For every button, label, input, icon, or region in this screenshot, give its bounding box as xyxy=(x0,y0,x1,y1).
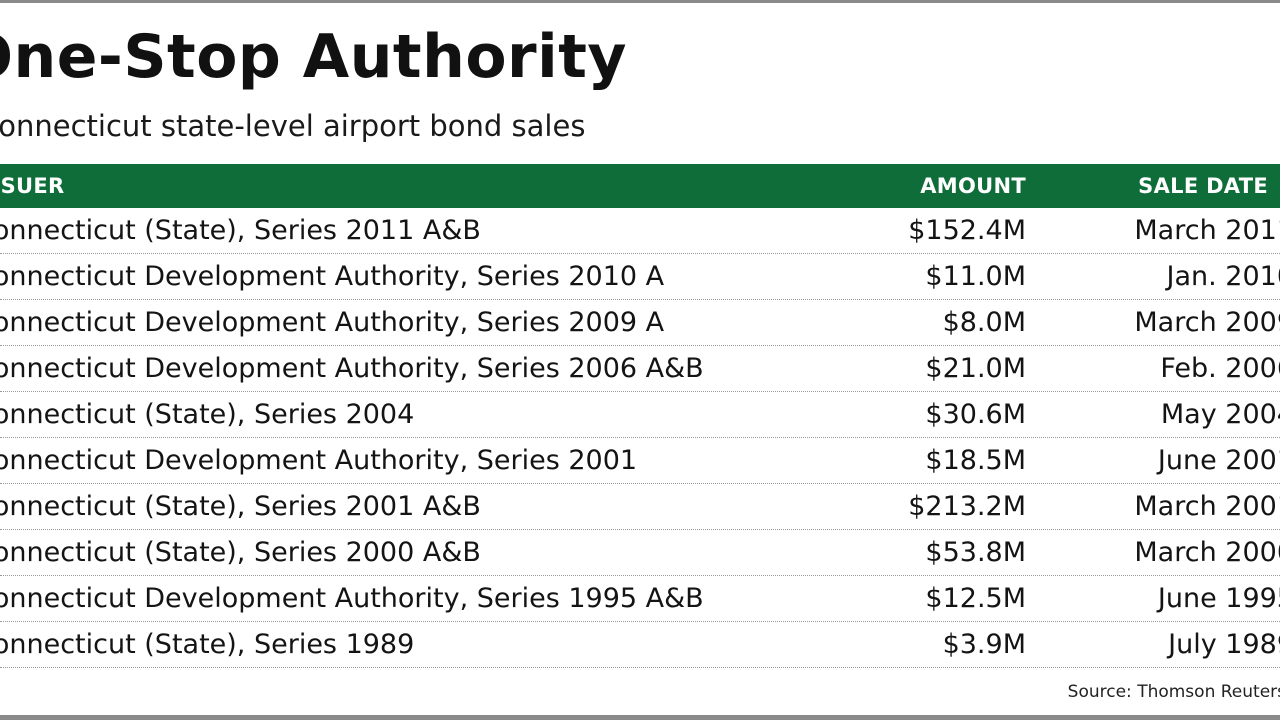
issuer-cell: Connecticut (State), Series 1989 xyxy=(0,629,415,660)
sale-date-cell: March 2001 xyxy=(1134,491,1280,522)
table-body: Connecticut (State), Series 2011 A&B $152… xyxy=(0,208,1280,668)
amount-cell: $11.0M xyxy=(925,261,1026,292)
amount-cell: $30.6M xyxy=(925,399,1026,430)
amount-cell: $8.0M xyxy=(942,307,1026,338)
table-row: Connecticut (State), Series 2001 A&B $213… xyxy=(0,484,1280,530)
table-row: Connecticut Development Authority, Serie… xyxy=(0,300,1280,346)
amount-cell: $21.0M xyxy=(925,353,1026,384)
issuer-cell: Connecticut Development Authority, Serie… xyxy=(0,583,704,614)
amount-cell: $12.5M xyxy=(925,583,1026,614)
issuer-cell: Connecticut (State), Series 2011 A&B xyxy=(0,215,481,246)
table-row: Connecticut (State), Series 1989 $3.9M Jul… xyxy=(0,622,1280,668)
sale-date-cell: Jan. 2010 xyxy=(1166,261,1280,292)
amount-cell: $152.4M xyxy=(908,215,1026,246)
sale-date-cell: March 2000 xyxy=(1134,537,1280,568)
table-row: Connecticut Development Authority, Serie… xyxy=(0,438,1280,484)
sale-date-cell: March 2011 xyxy=(1134,215,1280,246)
chart-subtitle: Connecticut state-level airport bond sal… xyxy=(0,109,586,143)
issuer-cell: Connecticut (State), Series 2001 A&B xyxy=(0,491,481,522)
bond-sales-table: ISSUER AMOUNT SALE DATE Connecticut (Sta… xyxy=(0,164,1280,668)
column-header-sale-date: SALE DATE xyxy=(1138,174,1268,198)
issuer-cell: Connecticut Development Authority, Serie… xyxy=(0,353,704,384)
sale-date-cell: March 2009 xyxy=(1134,307,1280,338)
sale-date-cell: Feb. 2006 xyxy=(1160,353,1280,384)
source-note: Source: Thomson Reuters xyxy=(1067,682,1280,702)
bottom-frame-line xyxy=(0,715,1280,720)
column-header-amount: AMOUNT xyxy=(920,174,1026,198)
issuer-cell: Connecticut Development Authority, Serie… xyxy=(0,261,665,292)
chart-title: One-Stop Authority xyxy=(0,22,627,92)
table-row: Connecticut (State), Series 2004 $30.6M Ma… xyxy=(0,392,1280,438)
issuer-cell: Connecticut (State), Series 2000 A&B xyxy=(0,537,481,568)
table-header-row: ISSUER AMOUNT SALE DATE xyxy=(0,164,1280,208)
amount-cell: $18.5M xyxy=(925,445,1026,476)
table-row: Connecticut Development Authority, Serie… xyxy=(0,254,1280,300)
table-row: Connecticut Development Authority, Serie… xyxy=(0,576,1280,622)
top-frame-line xyxy=(0,0,1280,3)
issuer-cell: Connecticut Development Authority, Serie… xyxy=(0,445,638,476)
issuer-cell: Connecticut Development Authority, Serie… xyxy=(0,307,665,338)
amount-cell: $53.8M xyxy=(925,537,1026,568)
column-header-issuer: ISSUER xyxy=(0,174,65,198)
sale-date-cell: June 1995 xyxy=(1157,583,1280,614)
sale-date-cell: July 1989 xyxy=(1168,629,1280,660)
issuer-cell: Connecticut (State), Series 2004 xyxy=(0,399,415,430)
amount-cell: $3.9M xyxy=(942,629,1026,660)
table-row: Connecticut (State), Series 2011 A&B $152… xyxy=(0,208,1280,254)
amount-cell: $213.2M xyxy=(908,491,1026,522)
table-row: Connecticut (State), Series 2000 A&B $53.… xyxy=(0,530,1280,576)
table-row: Connecticut Development Authority, Serie… xyxy=(0,346,1280,392)
sale-date-cell: June 2001 xyxy=(1157,445,1280,476)
sale-date-cell: May 2004 xyxy=(1160,399,1280,430)
